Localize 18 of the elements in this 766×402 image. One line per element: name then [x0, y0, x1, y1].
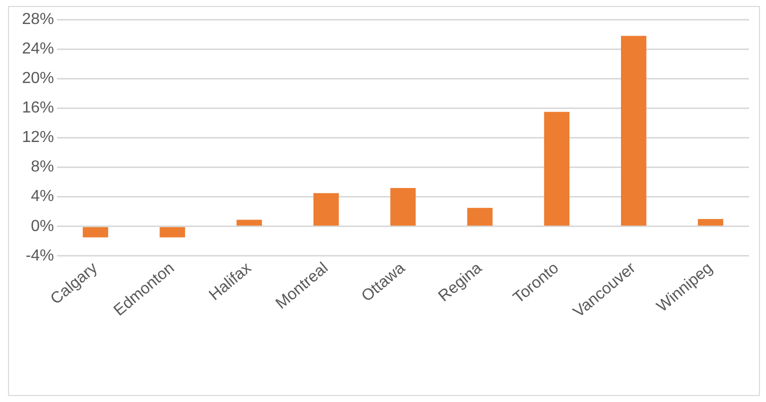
y-tick-label: 8%: [30, 158, 54, 176]
bar: [544, 112, 570, 226]
y-tick-label: 28%: [22, 11, 54, 28]
y-tick-label: -4%: [26, 247, 54, 264]
y-tick-label: 24%: [22, 40, 54, 58]
bar: [82, 227, 108, 238]
bar: [698, 218, 724, 226]
y-tick-label: 4%: [30, 188, 54, 206]
bar: [620, 36, 646, 226]
bar: [390, 188, 416, 226]
y-tick-label: 12%: [22, 129, 54, 146]
bar: [313, 193, 339, 226]
bar: [467, 208, 493, 226]
bar: [236, 220, 262, 226]
bar: [160, 227, 186, 238]
y-tick-label: 20%: [22, 70, 54, 88]
y-tick-label: 16%: [22, 100, 54, 117]
y-tick-label: 0%: [30, 218, 54, 235]
